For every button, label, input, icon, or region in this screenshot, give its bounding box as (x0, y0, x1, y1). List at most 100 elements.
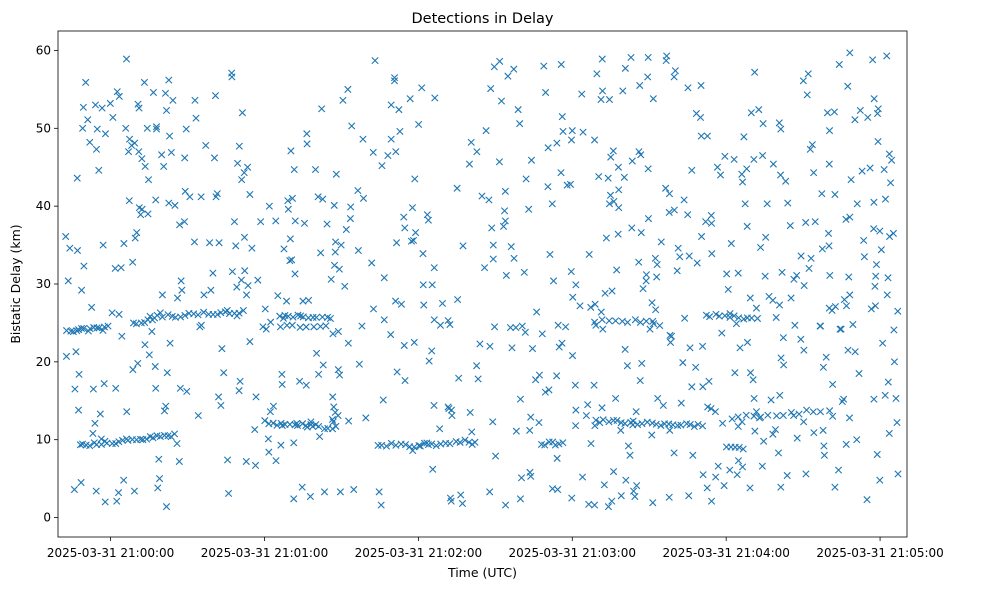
data-point (846, 49, 854, 57)
data-point (657, 421, 665, 430)
data-point (748, 314, 756, 322)
data-point (158, 151, 166, 159)
data-point (310, 323, 318, 331)
data-point (461, 436, 469, 444)
data-point (746, 484, 754, 492)
data-point (800, 418, 808, 426)
data-point (200, 308, 208, 316)
data-point (764, 411, 772, 419)
data-point (881, 391, 889, 399)
data-point (134, 359, 142, 367)
data-point (141, 162, 149, 171)
data-point (501, 501, 510, 509)
data-point (605, 317, 613, 325)
data-point (262, 325, 270, 333)
data-point (101, 498, 109, 506)
data-point (692, 363, 700, 371)
data-point (457, 491, 465, 499)
data-point (202, 141, 210, 150)
data-point (397, 300, 406, 308)
data-point (165, 199, 173, 207)
data-point (508, 344, 516, 352)
data-point (163, 369, 171, 377)
data-point (337, 241, 345, 249)
data-point (663, 52, 671, 60)
data-point (654, 394, 662, 403)
data-point (334, 327, 342, 336)
data-point (877, 246, 885, 254)
data-point (613, 416, 621, 425)
data-point (428, 440, 436, 448)
data-point (379, 396, 387, 404)
data-point (591, 136, 599, 144)
data-point (161, 89, 170, 97)
data-point (777, 125, 785, 133)
data-point (846, 291, 854, 299)
data-point (141, 341, 149, 349)
data-point (396, 127, 404, 136)
data-point (73, 174, 81, 182)
data-point (533, 308, 541, 316)
data-point (714, 462, 722, 470)
data-point (622, 476, 630, 484)
data-point (171, 201, 179, 209)
data-point (269, 419, 277, 427)
data-point (665, 493, 673, 501)
data-point (790, 275, 798, 283)
data-point (726, 466, 734, 474)
data-point (555, 343, 563, 351)
data-point (419, 250, 427, 258)
data-point (876, 227, 884, 235)
data-point (743, 222, 751, 230)
data-point (733, 471, 741, 479)
data-point (341, 282, 349, 290)
data-point (288, 194, 297, 202)
data-point (64, 277, 72, 285)
data-point (316, 432, 324, 441)
data-point (718, 419, 727, 427)
data-point (223, 456, 232, 464)
data-point (621, 419, 629, 428)
data-point (810, 429, 818, 437)
data-point (154, 484, 162, 492)
data-point (870, 198, 878, 206)
data-point (300, 219, 309, 227)
data-point (309, 422, 317, 431)
data-point (115, 438, 123, 446)
data-point (374, 441, 382, 450)
data-point (330, 403, 338, 411)
data-point (329, 393, 337, 401)
data-point (731, 369, 739, 377)
data-point (265, 202, 273, 210)
data-point (500, 207, 509, 215)
data-point (93, 125, 101, 133)
data-point (820, 451, 828, 459)
data-point (730, 312, 738, 320)
data-point (213, 190, 221, 198)
data-point (608, 287, 616, 295)
data-point (649, 320, 658, 328)
data-point (837, 325, 845, 333)
data-point (554, 485, 562, 494)
data-point (677, 421, 685, 429)
data-point (510, 65, 518, 73)
data-point (805, 264, 813, 273)
data-point (548, 200, 556, 208)
data-point (501, 187, 509, 195)
data-point (699, 383, 707, 391)
data-point (330, 261, 339, 269)
data-point (488, 224, 496, 232)
data-point (892, 394, 900, 403)
data-point (138, 155, 146, 163)
data-point (129, 258, 137, 266)
data-point (525, 205, 533, 213)
data-point (568, 127, 576, 135)
data-point (628, 224, 636, 232)
data-point (605, 95, 614, 104)
data-point (636, 318, 645, 326)
data-point (686, 344, 694, 352)
data-point (261, 305, 269, 313)
data-point (507, 243, 515, 251)
data-point (273, 421, 281, 429)
data-point (140, 78, 149, 86)
